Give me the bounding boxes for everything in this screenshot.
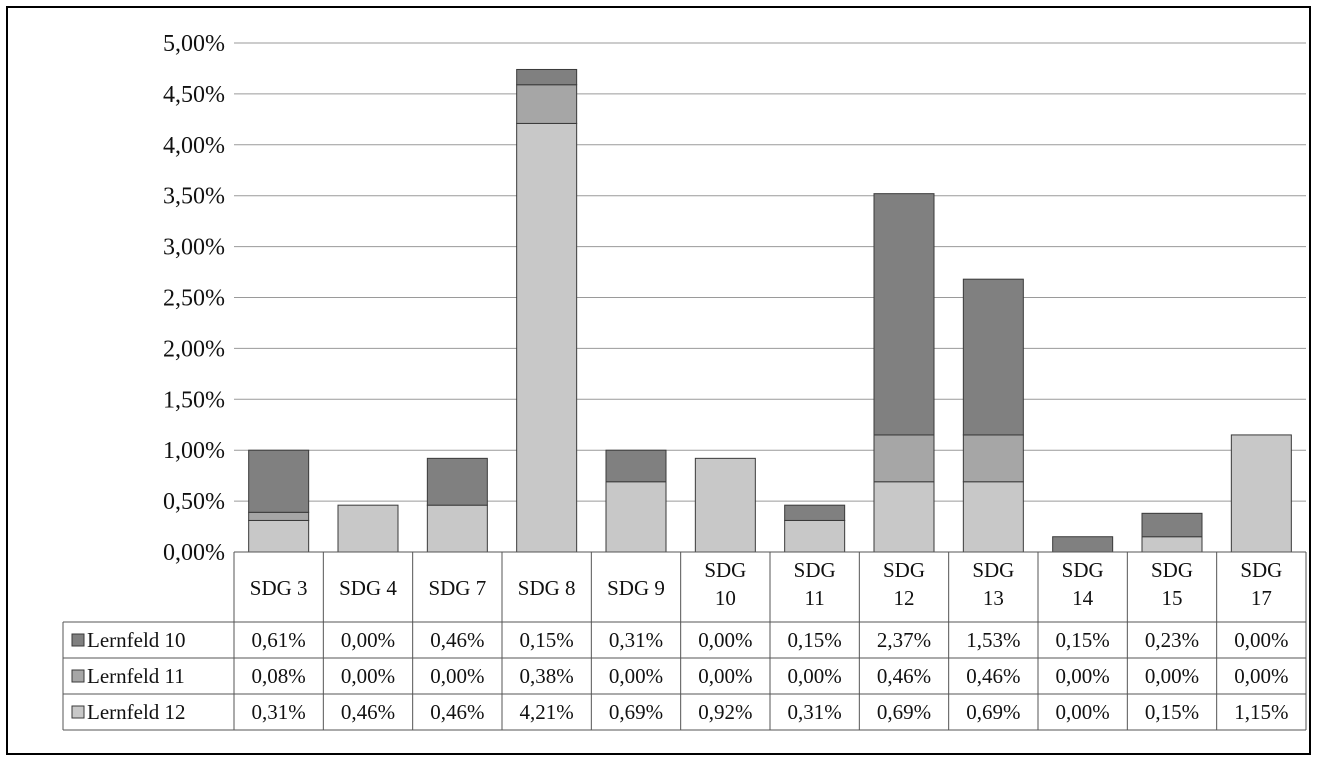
category-label: 14	[1072, 586, 1094, 610]
bar-segment	[248, 511, 310, 521]
bar-segment	[516, 84, 578, 124]
bar-segment	[694, 457, 756, 553]
data-table-value: 0,00%	[788, 664, 842, 688]
data-table-value: 0,00%	[1234, 664, 1288, 688]
y-tick-label: 4,00%	[163, 133, 225, 159]
y-tick-label: 4,50%	[163, 82, 225, 108]
y-tick-label: 3,50%	[163, 184, 225, 210]
data-table-value: 0,15%	[788, 628, 842, 652]
bar-segment	[873, 434, 935, 483]
bar-segment	[426, 457, 488, 506]
data-table-value: 0,00%	[1145, 664, 1199, 688]
bar-segment	[873, 481, 935, 553]
data-table-value: 0,46%	[341, 700, 395, 724]
data-table-value: 0,15%	[1145, 700, 1199, 724]
category-label: 15	[1162, 586, 1183, 610]
category-label: 13	[983, 586, 1004, 610]
y-tick-label: 0,00%	[163, 540, 225, 566]
category-label: SDG	[883, 558, 925, 582]
data-table-value: 0,00%	[1234, 628, 1288, 652]
bar-segment	[337, 504, 399, 553]
category-label: SDG	[1062, 558, 1104, 582]
bar-segment	[1141, 536, 1203, 553]
y-tick-label: 0,50%	[163, 489, 225, 515]
bar-segment	[248, 449, 310, 513]
legend-label: Lernfeld 12	[87, 700, 186, 724]
data-table-value: 0,00%	[341, 664, 395, 688]
bar-segment	[516, 68, 578, 86]
bar-segment	[605, 449, 667, 483]
bar-segment	[248, 519, 310, 553]
data-table-value: 0,31%	[788, 700, 842, 724]
data-table-value: 0,38%	[520, 664, 574, 688]
data-table-value: 0,00%	[1056, 700, 1110, 724]
data-table-value: 0,46%	[877, 664, 931, 688]
data-table-value: 1,53%	[966, 628, 1020, 652]
data-table-value: 0,31%	[252, 700, 306, 724]
data-table-value: 0,00%	[1056, 664, 1110, 688]
legend-label: Lernfeld 11	[87, 664, 185, 688]
bar-segment	[426, 504, 488, 553]
data-table-value: 4,21%	[520, 700, 574, 724]
data-table-value: 0,46%	[430, 628, 484, 652]
category-label: SDG 8	[518, 576, 576, 600]
category-label: SDG 9	[607, 576, 665, 600]
data-table-value: 0,69%	[609, 700, 663, 724]
data-table-value: 0,15%	[520, 628, 574, 652]
category-label: 12	[894, 586, 915, 610]
bar-segment	[962, 434, 1024, 483]
data-table-value: 0,15%	[1056, 628, 1110, 652]
bar-segment	[1141, 512, 1203, 538]
data-table-value: 0,08%	[252, 664, 306, 688]
y-tick-label: 2,50%	[163, 286, 225, 312]
data-table-value: 1,15%	[1234, 700, 1288, 724]
bar-segment	[1230, 434, 1292, 553]
data-table-value: 0,61%	[252, 628, 306, 652]
bar-segment	[962, 481, 1024, 553]
data-table-value: 0,00%	[698, 628, 752, 652]
category-label: SDG 4	[339, 576, 397, 600]
data-table-value: 0,00%	[609, 664, 663, 688]
category-label: SDG 7	[428, 576, 486, 600]
category-label: 11	[805, 586, 825, 610]
legend-swatch	[71, 705, 85, 719]
y-tick-label: 5,00%	[163, 31, 225, 57]
y-tick-label: 1,00%	[163, 438, 225, 464]
bar-segment	[873, 193, 935, 436]
y-tick-label: 2,00%	[163, 336, 225, 362]
category-label: SDG	[1240, 558, 1282, 582]
data-table-value: 0,23%	[1145, 628, 1199, 652]
data-table-value: 0,00%	[341, 628, 395, 652]
bar-segment	[605, 481, 667, 553]
data-table-value: 0,69%	[966, 700, 1020, 724]
data-table-value: 0,31%	[609, 628, 663, 652]
legend-swatch	[71, 669, 85, 683]
category-label: SDG	[794, 558, 836, 582]
data-table-value: 2,37%	[877, 628, 931, 652]
data-table-value: 0,00%	[430, 664, 484, 688]
category-label: 10	[715, 586, 736, 610]
data-table-value: 0,69%	[877, 700, 931, 724]
bar-segment	[784, 504, 846, 521]
legend-swatch	[71, 633, 85, 647]
bar-segment	[962, 278, 1024, 436]
chart-frame	[6, 6, 1311, 755]
bar-segment	[1052, 536, 1114, 553]
category-label: 17	[1251, 586, 1272, 610]
data-table-value: 0,92%	[698, 700, 752, 724]
bar-segment	[784, 519, 846, 553]
category-label: SDG	[1151, 558, 1193, 582]
category-label: SDG 3	[250, 576, 308, 600]
data-table-value: 0,46%	[430, 700, 484, 724]
data-table-value: 0,00%	[698, 664, 752, 688]
category-label: SDG	[972, 558, 1014, 582]
data-table-value: 0,46%	[966, 664, 1020, 688]
category-label: SDG	[704, 558, 746, 582]
bar-segment	[516, 122, 578, 553]
y-tick-label: 3,00%	[163, 235, 225, 261]
y-tick-label: 1,50%	[163, 387, 225, 413]
legend-label: Lernfeld 10	[87, 628, 186, 652]
